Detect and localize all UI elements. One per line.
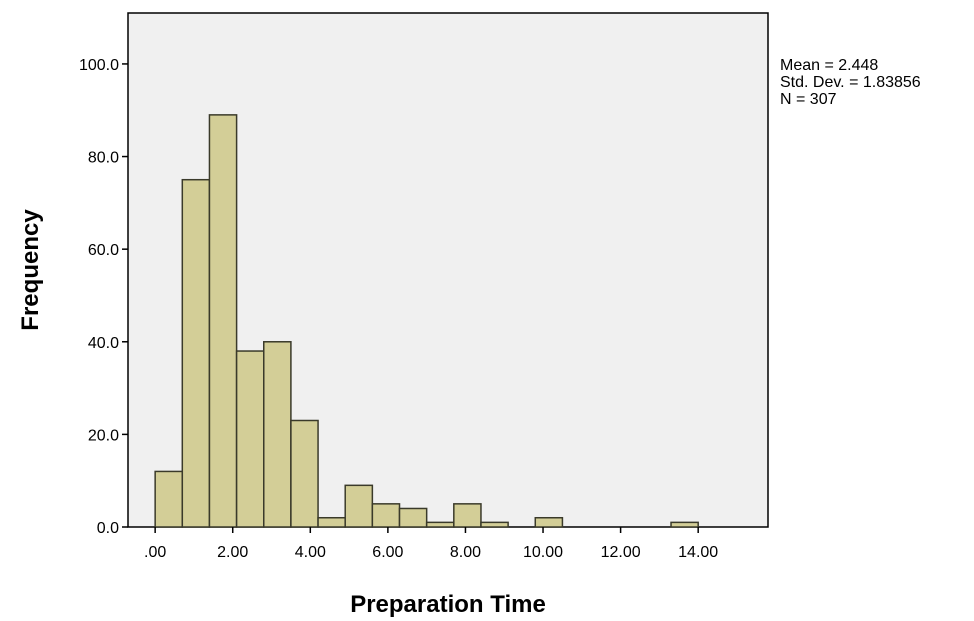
y-tick-label: 80.0 bbox=[88, 150, 119, 167]
x-tick-label: 6.00 bbox=[372, 544, 403, 561]
bars-group bbox=[154, 114, 699, 528]
histogram-bar bbox=[317, 516, 346, 528]
histogram-bar bbox=[290, 419, 319, 528]
y-tick-label: 100.0 bbox=[79, 57, 119, 74]
x-tick-label: 14.00 bbox=[678, 544, 718, 561]
stats-std-dev: Std. Dev. = 1.83856 bbox=[780, 74, 921, 91]
x-tick-label: 12.00 bbox=[601, 544, 641, 561]
histogram-bar bbox=[371, 503, 401, 528]
x-axis-title: Preparation Time bbox=[350, 591, 546, 618]
histogram-bar bbox=[398, 507, 428, 528]
histogram-bar bbox=[425, 521, 455, 528]
y-tick-label: 0.0 bbox=[97, 520, 119, 537]
histogram-bar bbox=[344, 484, 374, 528]
histogram-bar bbox=[181, 178, 211, 528]
histogram-bar bbox=[480, 521, 509, 528]
y-tick-label: 60.0 bbox=[88, 242, 119, 259]
x-axis: .00 2.00 4.00 6.00 8.00 10.00 12.00 14.00 bbox=[144, 527, 718, 561]
histogram-bar bbox=[263, 341, 292, 528]
y-axis: 0.0 20.0 40.0 60.0 80.0 100.0 bbox=[79, 57, 128, 537]
stats-n: N = 307 bbox=[780, 91, 837, 108]
x-tick-label: 10.00 bbox=[523, 544, 563, 561]
histogram-bar bbox=[154, 470, 184, 528]
x-tick-label: .00 bbox=[144, 544, 166, 561]
stats-mean: Mean = 2.448 bbox=[780, 57, 879, 74]
histogram-bar bbox=[235, 350, 265, 528]
y-tick-label: 20.0 bbox=[88, 427, 119, 444]
x-tick-label: 4.00 bbox=[295, 544, 326, 561]
stats-box: Mean = 2.448 Std. Dev. = 1.83856 N = 307 bbox=[780, 57, 921, 108]
histogram-bar bbox=[670, 521, 699, 528]
y-axis-title: Frequency bbox=[17, 209, 44, 331]
x-tick-label: 2.00 bbox=[217, 544, 248, 561]
x-tick-label: 8.00 bbox=[450, 544, 481, 561]
y-tick-label: 40.0 bbox=[88, 335, 119, 352]
histogram-bar bbox=[453, 503, 482, 528]
histogram-bar bbox=[208, 114, 238, 528]
histogram-bar bbox=[534, 516, 564, 528]
